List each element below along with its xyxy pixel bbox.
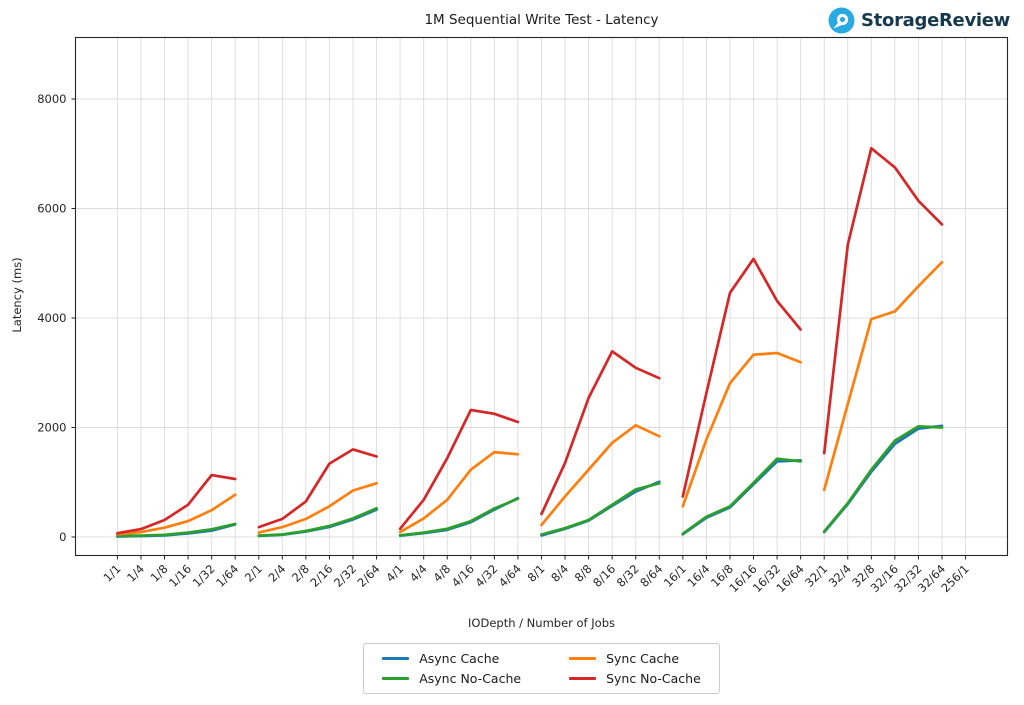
legend-label: Async No-Cache xyxy=(419,671,522,686)
x-tick-label: 2/1 xyxy=(242,562,265,585)
brand-logo: StorageReview xyxy=(828,7,1010,34)
legend-item-sync-no-cache: Sync No-Cache xyxy=(569,671,701,686)
series-line-sync-no-cache-seg4 xyxy=(681,257,802,498)
x-tick-label: 1/32 xyxy=(190,562,218,590)
x-axis-label: IODepth / Number of Jobs xyxy=(468,616,615,630)
x-tick-label: 16/4 xyxy=(684,562,712,590)
storagereview-icon xyxy=(828,7,855,34)
y-tick-label: 6000 xyxy=(37,202,66,216)
x-tick-label: 8/64 xyxy=(637,562,665,590)
x-tick-label: 1/4 xyxy=(124,562,147,585)
legend-line-swatch xyxy=(382,677,410,680)
x-tick-label: 2/64 xyxy=(355,562,383,590)
series-line-sync-cache-seg5 xyxy=(822,260,944,492)
x-tick-label: 4/1 xyxy=(383,562,406,585)
legend-item-async-no-cache: Async No-Cache xyxy=(382,671,521,686)
series-line-async-cache-seg3 xyxy=(540,480,661,537)
x-tick-label: 32/4 xyxy=(826,562,854,590)
legend: Async Cache Async No-Cache Sync Cache Sync … xyxy=(75,643,1008,694)
series-line-sync-cache-seg1 xyxy=(257,481,378,534)
x-tick-label: 1/64 xyxy=(213,562,241,590)
y-tick-label: 4000 xyxy=(37,311,66,325)
legend-label: Sync No-Cache xyxy=(606,671,701,686)
series-line-async-cache-seg2 xyxy=(398,496,520,537)
series-line-sync-no-cache-seg2 xyxy=(398,408,520,531)
x-tick-label: 4/16 xyxy=(449,562,477,590)
x-tick-label: 256/1 xyxy=(938,562,971,595)
legend-box: Async Cache Async No-Cache Sync Cache Sync … xyxy=(363,643,720,694)
x-tick-label: 2/16 xyxy=(307,562,335,590)
series-line-sync-cache-seg3 xyxy=(540,423,661,527)
x-tick-label: 8/16 xyxy=(590,562,618,590)
series-line-sync-no-cache-seg1 xyxy=(257,448,378,529)
x-tick-label: 8/32 xyxy=(614,562,642,590)
x-tick-label: 1/16 xyxy=(166,562,194,590)
series-line-sync-no-cache-seg3 xyxy=(540,350,661,516)
series-line-async-no-cache-seg5 xyxy=(822,425,944,533)
x-tick-label: 4/32 xyxy=(472,562,500,590)
x-tick-label: 16/64 xyxy=(773,562,806,595)
series-line-async-no-cache-seg4 xyxy=(681,457,802,536)
x-tick-label: 2/4 xyxy=(265,562,288,585)
x-tick-label: 1/1 xyxy=(101,562,124,585)
legend-item-async-cache: Async Cache xyxy=(382,651,521,666)
legend-label: Async Cache xyxy=(419,651,500,666)
legend-item-sync-cache: Sync Cache xyxy=(569,651,701,666)
x-tick-label: 4/4 xyxy=(407,562,430,585)
series-line-sync-no-cache-seg0 xyxy=(116,473,237,535)
series-line-async-no-cache-seg1 xyxy=(257,506,378,537)
x-tick-label: 32/1 xyxy=(802,562,830,590)
y-axis-label: Latency (ms) xyxy=(10,257,24,333)
series-line-sync-no-cache-seg5 xyxy=(822,146,944,455)
y-tick-label: 8000 xyxy=(37,92,66,106)
brand-name: StorageReview xyxy=(861,10,1010,31)
x-tick-label: 4/64 xyxy=(496,562,524,590)
legend-line-swatch xyxy=(569,657,597,660)
series-line-async-cache-seg5 xyxy=(822,424,944,534)
series-line-sync-cache-seg4 xyxy=(681,351,802,508)
legend-line-swatch xyxy=(569,677,597,680)
legend-line-swatch xyxy=(382,657,410,660)
x-tick-label: 8/1 xyxy=(525,562,548,585)
x-tick-label: 16/1 xyxy=(661,562,689,590)
y-tick-label: 0 xyxy=(59,530,66,544)
series-line-sync-cache-seg2 xyxy=(398,450,520,534)
chart-title: 1M Sequential Write Test - Latency xyxy=(424,12,659,28)
series-line-sync-cache-seg0 xyxy=(116,493,237,536)
series-line-async-cache-seg4 xyxy=(681,459,802,536)
series-line-async-no-cache-seg3 xyxy=(540,481,661,536)
x-tick-label: 8/4 xyxy=(548,562,571,585)
series-line-async-no-cache-seg0 xyxy=(116,522,237,538)
x-tick-label: 2/32 xyxy=(331,562,359,590)
series-line-async-no-cache-seg2 xyxy=(398,497,520,537)
legend-label: Sync Cache xyxy=(606,651,680,666)
y-tick-label: 2000 xyxy=(37,421,66,435)
